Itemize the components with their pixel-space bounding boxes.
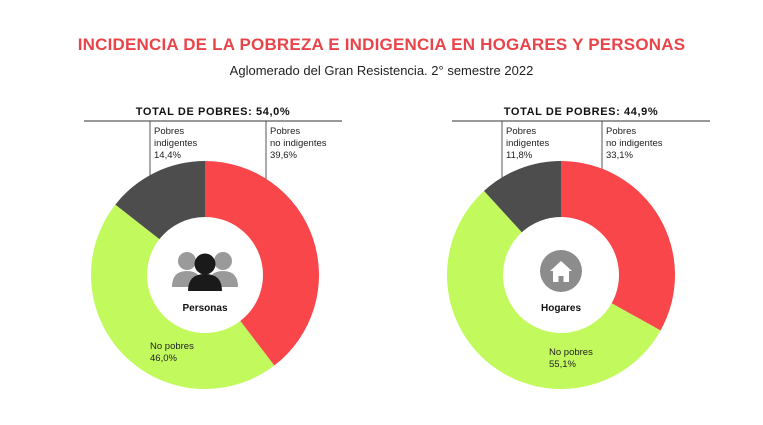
slice-indigentes [115, 161, 205, 240]
total-label: TOTAL DE POBRES: 54,0% [136, 106, 290, 118]
people-icon [172, 252, 238, 291]
house-icon [540, 250, 582, 292]
center-label: Hogares [541, 303, 581, 314]
center-label: Personas [182, 303, 227, 314]
slice-no-pobres [447, 190, 661, 389]
total-label: TOTAL DE POBRES: 44,9% [504, 106, 658, 118]
chart-subtitle: Aglomerado del Gran Resistencia. 2° seme… [229, 63, 534, 78]
slice-label-no-pobres: No pobres 55,1% [549, 347, 593, 370]
slice-no-pobres [91, 204, 275, 389]
slice-label-no-indigentes: Pobres no indigentes 39,6% [270, 126, 327, 161]
slice-label-indigentes: Pobres indigentes 14,4% [154, 126, 198, 161]
slice-label-indigentes: Pobres indigentes 11,8% [506, 126, 550, 161]
slice-indigentes [484, 161, 561, 233]
slice-no-indigentes [561, 161, 675, 331]
slice-label-no-indigentes: Pobres no indigentes 33,1% [606, 126, 663, 161]
slice-label-no-pobres: No pobres 46,0% [150, 341, 194, 364]
slice-no-indigentes [205, 161, 319, 366]
chart-title: INCIDENCIA DE LA POBREZA E INDIGENCIA EN… [77, 35, 686, 54]
donut-hogares: TOTAL DE POBRES: 44,9% Pobres indigentes 11… [447, 106, 710, 389]
donut-personas: TOTAL DE POBRES: 54,0% Pobres indigentes 14… [84, 106, 342, 389]
